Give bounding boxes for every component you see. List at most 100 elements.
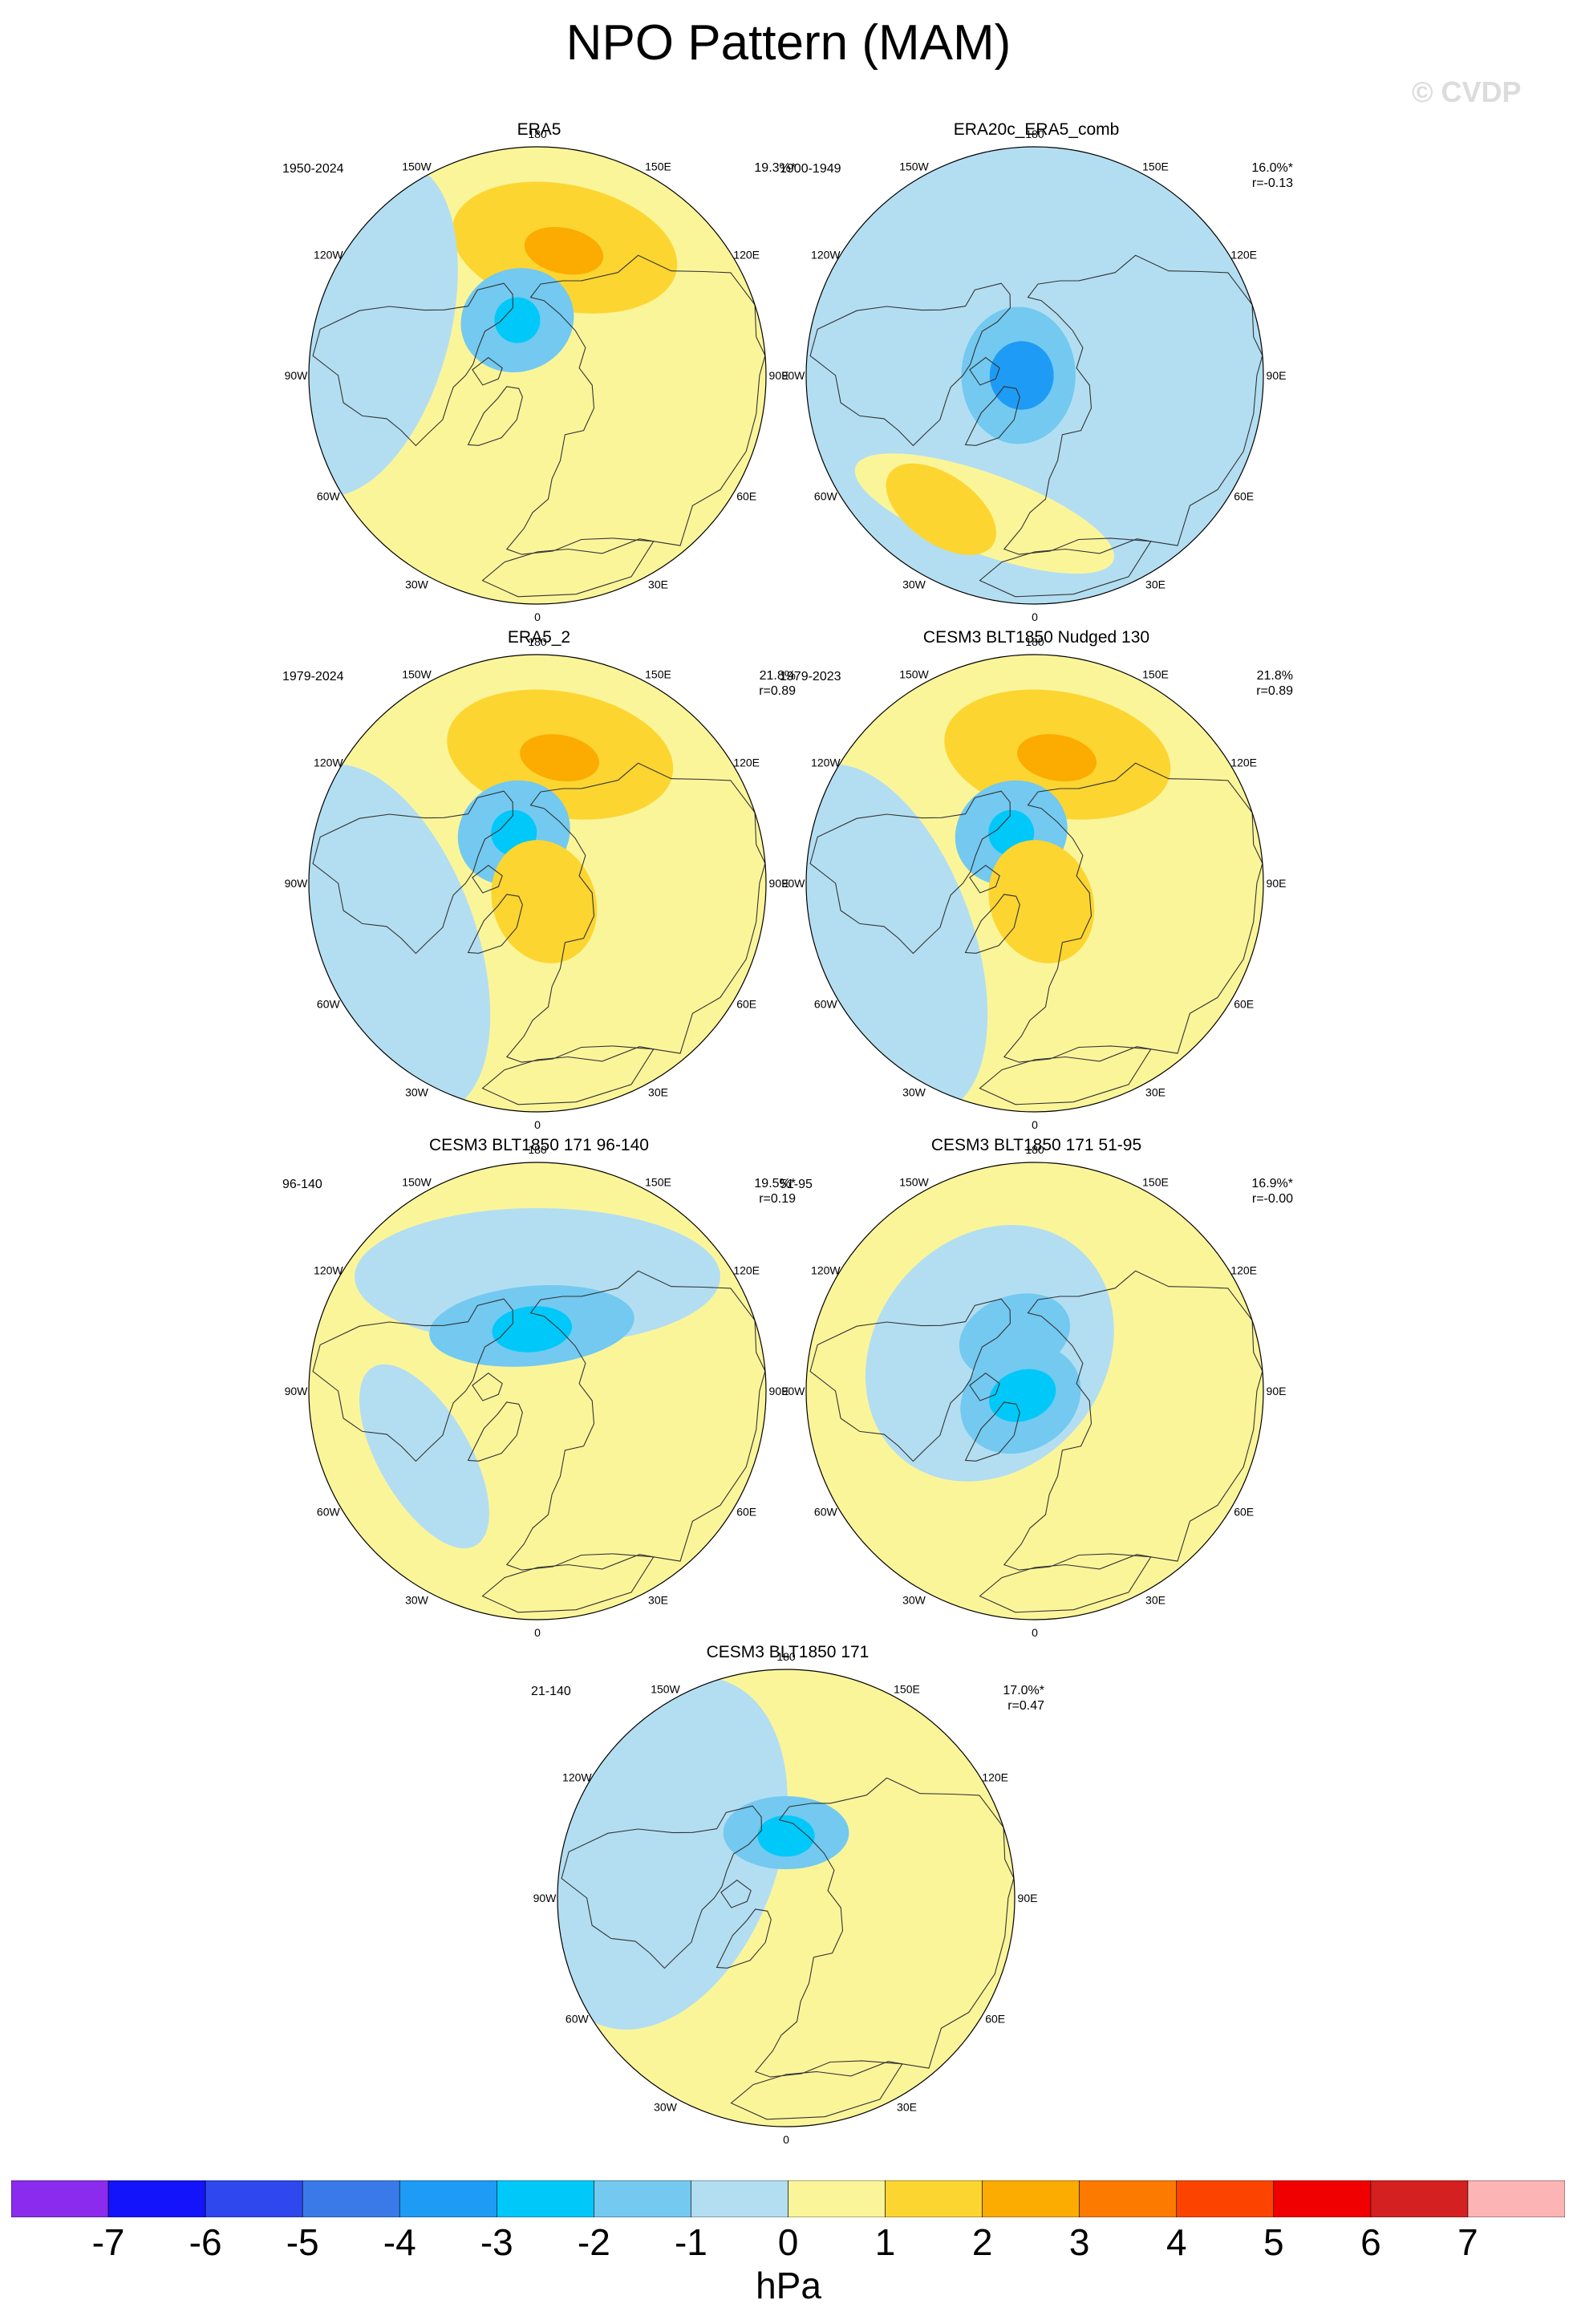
longitude-label: 30W: [405, 1086, 429, 1099]
longitude-label: 30E: [1145, 1086, 1166, 1099]
colorbar-swatch: [205, 2180, 303, 2217]
colorbar-tick-label: -2: [577, 2221, 610, 2263]
longitude-label: 60W: [566, 2013, 590, 2026]
longitude-label: 60E: [736, 1506, 756, 1519]
longitude-label: 30E: [648, 1594, 668, 1607]
colorbar-swatch: [11, 2180, 109, 2217]
colorbar-swatch: [302, 2180, 400, 2217]
panel-period: 51-95: [780, 1178, 813, 1191]
colorbar-tick-label: 3: [1068, 2221, 1090, 2263]
longitude-label: 30E: [897, 2101, 917, 2114]
longitude-label: 150E: [894, 1682, 920, 1695]
coastline: [481, 538, 655, 598]
coastline: [472, 865, 503, 894]
panel-variance: 19.3%*: [754, 161, 796, 175]
coastline: [467, 386, 523, 446]
longitude-label: 120E: [1230, 1264, 1257, 1277]
map-boundary: [308, 1162, 767, 1620]
colorbar-tick-label: 1: [874, 2221, 896, 2263]
panel-title: ERA5_2: [507, 628, 571, 647]
anomaly-region: [359, 1364, 489, 1549]
longitude-label: 60W: [317, 1506, 341, 1519]
map-boundary: [557, 1669, 1016, 2127]
longitude-label: 60E: [736, 490, 756, 503]
anomaly-region: [557, 1677, 788, 2030]
polar-map: 180 150E 120E 90E 60E 30E 0 30W 60W 90W 120W 150W: [782, 128, 1287, 623]
coastline: [505, 1270, 766, 1571]
coastline: [809, 790, 1011, 955]
longitude-label: 60E: [1234, 998, 1254, 1011]
panel-variance: 16.9%* r=-0.00: [1251, 1177, 1293, 1206]
longitude-label: 30W: [405, 578, 429, 591]
map-boundary: [805, 146, 1264, 605]
colorbar-swatch: [107, 2180, 206, 2217]
longitude-label: 60W: [317, 998, 341, 1011]
longitude-label: 60E: [736, 998, 756, 1011]
polar-map: 180 150E 120E 90E 60E 30E 0 30W 60W 90W 120W 150W: [285, 1143, 789, 1639]
coastline: [964, 1401, 1020, 1462]
panel-title: CESM3 BLT1850 171 96-140: [429, 1136, 649, 1154]
coastline: [720, 1880, 752, 1908]
coastline: [1003, 1270, 1263, 1571]
panel-title: CESM3 BLT1850 171: [706, 1643, 870, 1661]
longitude-label: 150W: [899, 667, 929, 680]
anomaly-region: [492, 1306, 573, 1353]
longitude-label: 90E: [769, 1385, 789, 1397]
map-boundary: [805, 654, 1264, 1113]
coastline: [979, 1046, 1152, 1105]
longitude-label: 60W: [814, 490, 838, 503]
coastline: [979, 1554, 1152, 1613]
colorbar-swatch: [594, 2180, 691, 2217]
anomaly-region: [989, 341, 1054, 410]
coastline: [481, 1554, 655, 1613]
longitude-label: 30E: [1145, 578, 1166, 591]
colorbar-swatch: [691, 2180, 788, 2217]
coastline: [312, 790, 513, 955]
coastline: [964, 894, 1020, 954]
longitude-label: 30E: [648, 1086, 668, 1099]
longitude-label: 0: [1032, 1626, 1038, 1639]
panel-title: ERA20c_ERA5_comb: [953, 120, 1120, 139]
longitude-label: 180: [1025, 1143, 1044, 1156]
panel-title: ERA5: [517, 120, 561, 139]
longitude-label: 60E: [1234, 490, 1254, 503]
longitude-label: 30E: [1145, 1594, 1166, 1607]
polar-map: 180 150E 120E 90E 60E 30E 0 30W 60W 90W 120W 150W: [285, 128, 789, 623]
longitude-label: 120W: [314, 756, 343, 769]
longitude-label: 30W: [902, 1594, 926, 1607]
longitude-label: 150W: [402, 667, 432, 680]
colorbar-tick-label: -4: [383, 2221, 416, 2263]
longitude-label: 30W: [902, 1086, 926, 1099]
map-contours: [557, 1669, 1015, 2127]
longitude-label: 150E: [645, 1175, 671, 1188]
colorbar-tick-label: 7: [1457, 2221, 1478, 2263]
colorbar-tick-label: 0: [777, 2221, 799, 2263]
colorbar-swatch: [788, 2180, 886, 2217]
longitude-label: 120W: [562, 1771, 592, 1784]
longitude-label: 120E: [1230, 249, 1257, 262]
panel-variance: 17.0%* r=0.47: [1003, 1684, 1044, 1713]
longitude-label: 60W: [814, 998, 838, 1011]
coastline: [312, 282, 513, 447]
colorbar-swatch: [1079, 2180, 1178, 2217]
coastline: [481, 1046, 655, 1105]
panel-period: 21-140: [531, 1685, 571, 1698]
anomaly-region: [524, 226, 604, 275]
longitude-label: 0: [1032, 1118, 1038, 1131]
map-contours: [309, 655, 766, 1112]
polar-map: 180 150E 120E 90E 60E 30E 0 30W 60W 90W 120W 150W: [533, 1650, 1038, 2146]
anomaly-region: [886, 463, 996, 555]
longitude-label: 30W: [654, 2101, 678, 2114]
panel-variance: 21.8% r=0.89: [1256, 669, 1293, 698]
coastline: [809, 1298, 1011, 1462]
coastline: [969, 865, 1000, 894]
colorbar-tick-label: -6: [189, 2221, 222, 2263]
panel-variance: 21.8% r=0.89: [759, 669, 796, 698]
coastline: [969, 357, 1000, 386]
coastline: [730, 2061, 903, 2120]
longitude-label: 120E: [733, 1264, 760, 1277]
longitude-label: 0: [534, 1626, 541, 1639]
panel-period: 1979-2023: [780, 670, 841, 683]
coastline: [1003, 254, 1263, 555]
map-panel-era5: ERA5 1950-2024 19.3%* 180 150E 120E 90E 60E 3…: [282, 120, 796, 623]
